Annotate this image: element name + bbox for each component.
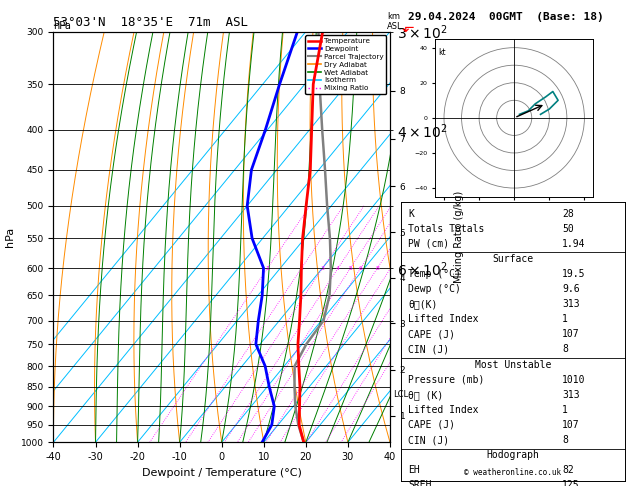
Text: 1: 1	[265, 265, 269, 271]
Text: Dewp (°C): Dewp (°C)	[408, 284, 461, 294]
Text: 82: 82	[562, 465, 574, 475]
Y-axis label: Mixing Ratio (g/kg): Mixing Ratio (g/kg)	[454, 191, 464, 283]
Text: 29.04.2024  00GMT  (Base: 18): 29.04.2024 00GMT (Base: 18)	[408, 12, 603, 22]
X-axis label: Dewpoint / Temperature (°C): Dewpoint / Temperature (°C)	[142, 468, 302, 478]
Text: © weatheronline.co.uk: © weatheronline.co.uk	[464, 468, 562, 477]
Text: θᴇ (K): θᴇ (K)	[408, 390, 443, 400]
Text: hPa: hPa	[53, 20, 71, 31]
Text: 8: 8	[562, 345, 568, 354]
Text: 28: 28	[562, 208, 574, 219]
Text: K: K	[408, 208, 414, 219]
Text: 1: 1	[562, 405, 568, 415]
Text: 53°03'N  18°35'E  71m  ASL: 53°03'N 18°35'E 71m ASL	[53, 16, 248, 29]
Text: ⬐: ⬐	[401, 19, 414, 35]
Y-axis label: hPa: hPa	[5, 227, 15, 247]
Text: 1: 1	[562, 314, 568, 324]
Text: 8: 8	[562, 435, 568, 445]
Text: SREH: SREH	[408, 480, 431, 486]
Text: 313: 313	[562, 390, 580, 400]
Text: km
ASL: km ASL	[387, 12, 403, 31]
Text: 107: 107	[562, 420, 580, 430]
Text: Lifted Index: Lifted Index	[408, 314, 479, 324]
Text: LCL: LCL	[393, 390, 408, 399]
Text: 19.5: 19.5	[562, 269, 586, 279]
Legend: Temperature, Dewpoint, Parcel Trajectory, Dry Adiabat, Wet Adiabat, Isotherm, Mi: Temperature, Dewpoint, Parcel Trajectory…	[305, 35, 386, 94]
Text: 313: 313	[562, 299, 580, 309]
Text: 50: 50	[562, 224, 574, 234]
Text: Hodograph: Hodograph	[486, 450, 540, 460]
Text: 3: 3	[321, 265, 325, 271]
Text: 5: 5	[348, 265, 352, 271]
Text: 107: 107	[562, 330, 580, 339]
Text: Most Unstable: Most Unstable	[475, 360, 551, 369]
Text: Pressure (mb): Pressure (mb)	[408, 375, 484, 385]
Text: Lifted Index: Lifted Index	[408, 405, 479, 415]
Text: 125: 125	[562, 480, 580, 486]
Text: 6: 6	[359, 265, 363, 271]
Text: 9.6: 9.6	[562, 284, 580, 294]
Text: CIN (J): CIN (J)	[408, 345, 449, 354]
Text: 2: 2	[299, 265, 304, 271]
Text: 1010: 1010	[562, 375, 586, 385]
Text: 8: 8	[376, 265, 379, 271]
Text: CIN (J): CIN (J)	[408, 435, 449, 445]
Text: Totals Totals: Totals Totals	[408, 224, 484, 234]
Text: Surface: Surface	[493, 254, 533, 264]
Text: 1.94: 1.94	[562, 239, 586, 249]
Text: θᴇ(K): θᴇ(K)	[408, 299, 437, 309]
Text: 4: 4	[336, 265, 340, 271]
Text: EH: EH	[408, 465, 420, 475]
Text: CAPE (J): CAPE (J)	[408, 420, 455, 430]
Text: Temp (°C): Temp (°C)	[408, 269, 461, 279]
Text: CAPE (J): CAPE (J)	[408, 330, 455, 339]
Text: kt: kt	[439, 48, 447, 57]
Text: PW (cm): PW (cm)	[408, 239, 449, 249]
